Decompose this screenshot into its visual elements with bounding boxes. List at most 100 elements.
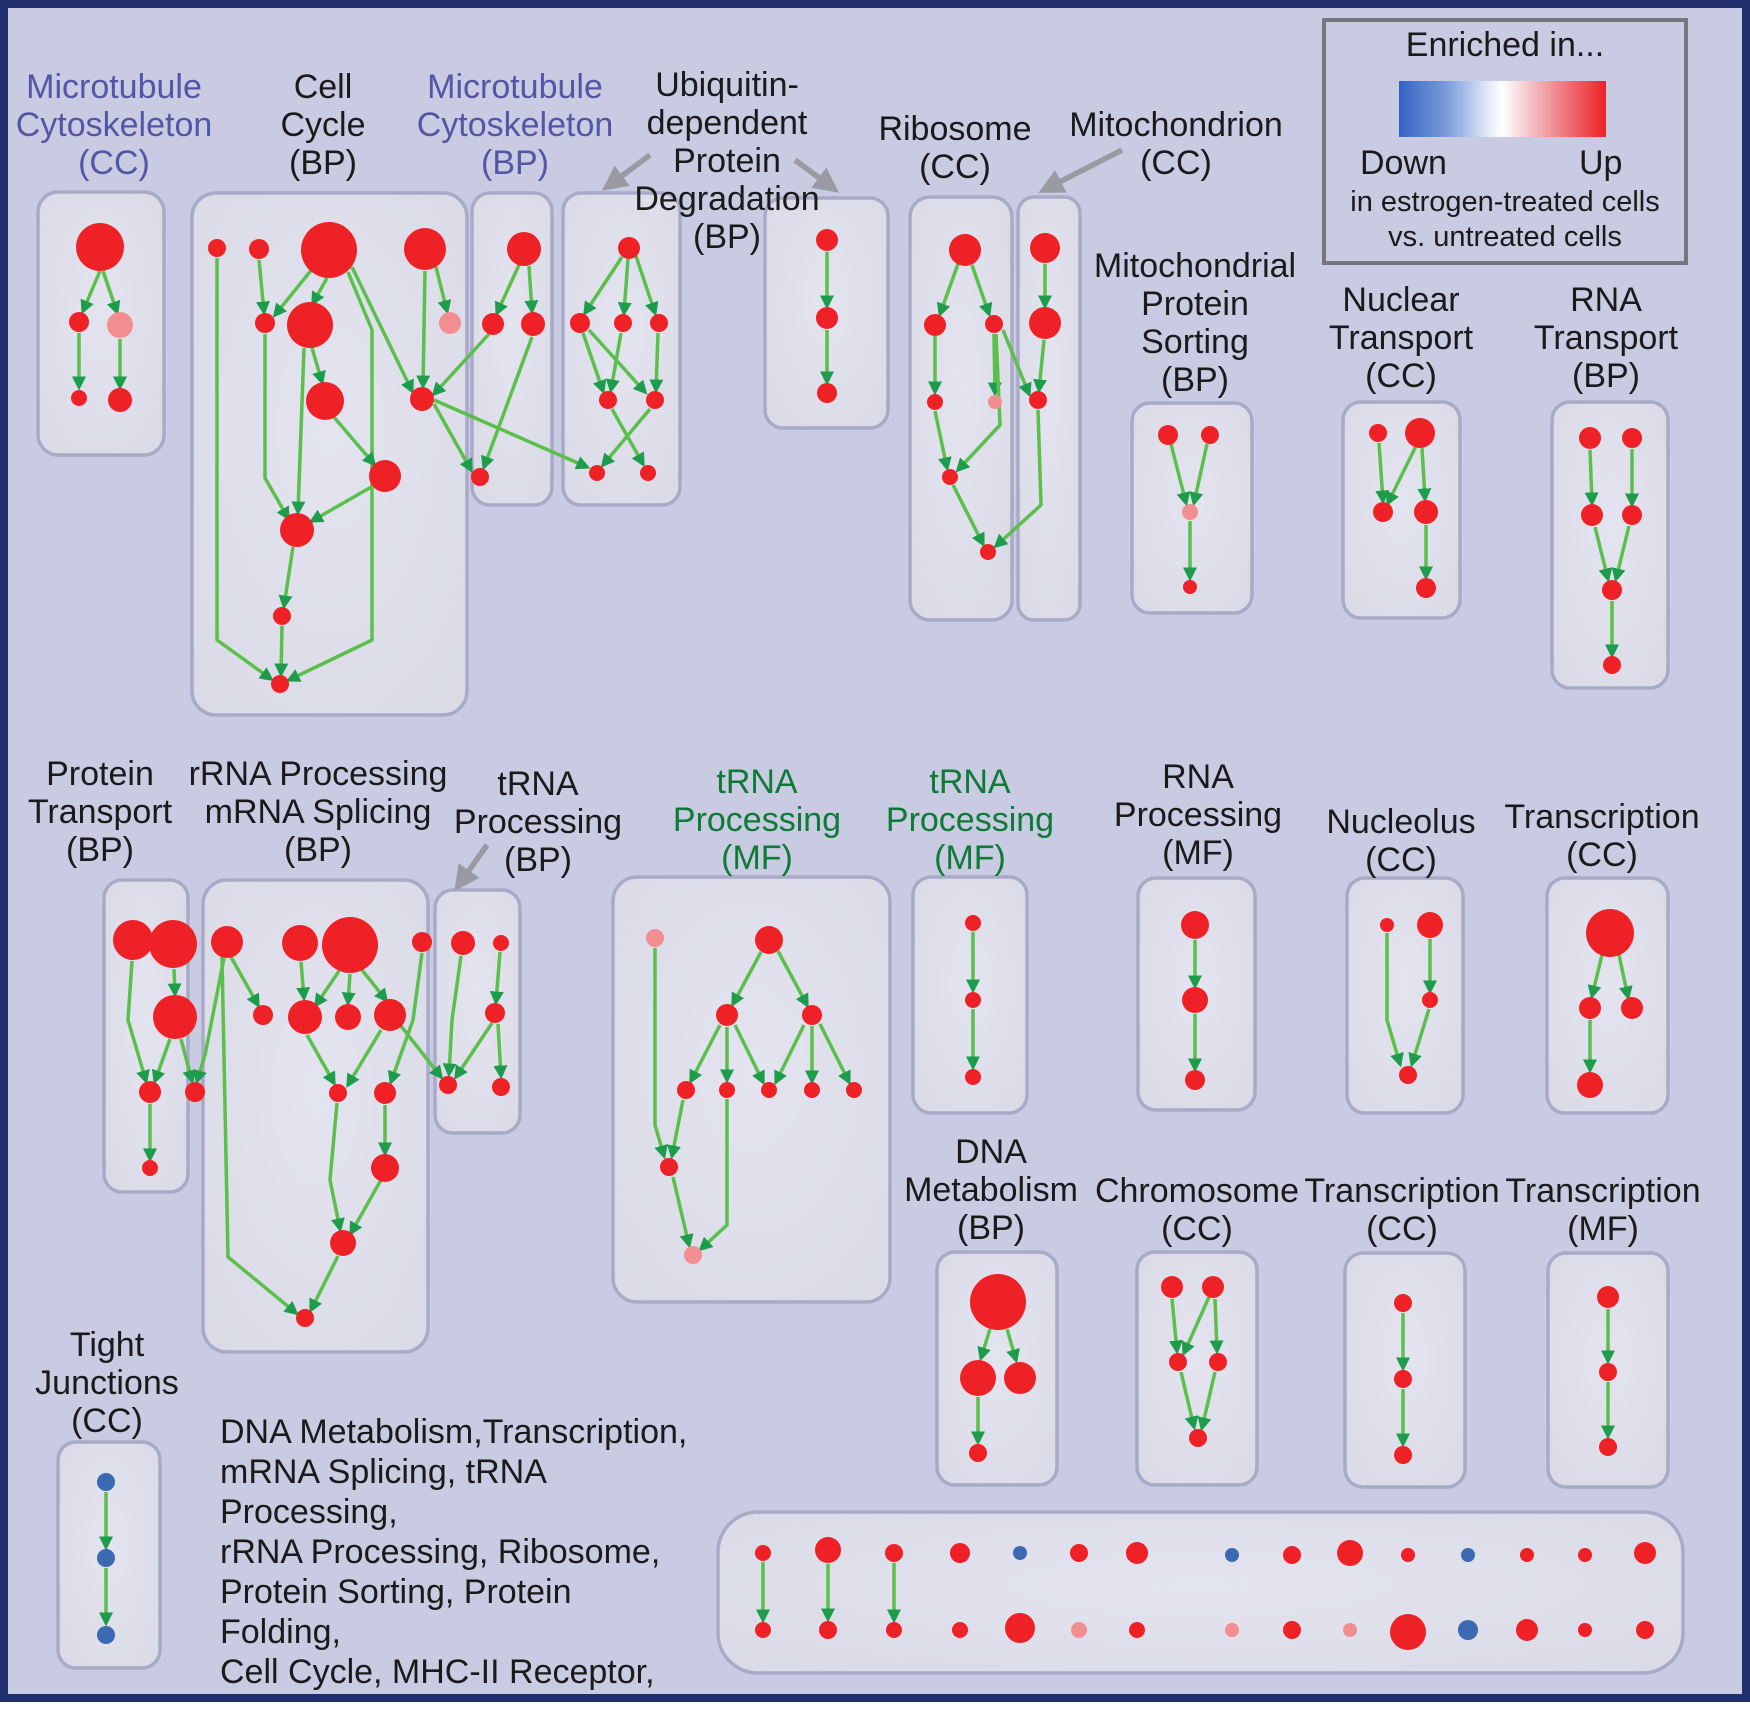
label-protein-transport-bp: Protein Transport (BP) — [27, 755, 173, 869]
node-red — [716, 1004, 738, 1026]
node-pink — [1071, 1622, 1087, 1638]
label-tight-junctions-cc: Tight Junctions (CC) — [35, 1326, 179, 1440]
node-red — [965, 1069, 981, 1085]
edge-arrow — [600, 407, 652, 468]
edge-arrow — [331, 414, 377, 467]
edge-arrow — [634, 255, 659, 317]
annotation-arrow — [601, 152, 652, 191]
node-red — [1599, 1363, 1617, 1381]
edge-arrow — [774, 1024, 806, 1086]
node-red — [719, 1082, 735, 1098]
node-red — [965, 915, 981, 931]
node-red — [816, 229, 838, 251]
node-red — [969, 1444, 987, 1462]
node-red — [1070, 1544, 1088, 1562]
edge-arrow — [215, 258, 274, 682]
cluster-box-microtubule-cytoskeleton-cc — [36, 190, 166, 457]
node-red — [1337, 1540, 1363, 1566]
node-red — [1621, 997, 1643, 1019]
label-microtubule-cytoskeleton-bp: Microtubule Cytoskeleton (BP) — [416, 68, 614, 182]
node-red — [1578, 1623, 1592, 1637]
edge-arrow — [955, 333, 1002, 473]
node-blue — [97, 1473, 115, 1491]
node-red — [1201, 426, 1219, 444]
annotation-arrow — [454, 843, 490, 892]
node-red — [492, 1078, 510, 1096]
edge-arrow — [1385, 933, 1404, 1068]
node-red — [507, 232, 541, 266]
node-red — [650, 314, 668, 332]
edge-arrow — [167, 968, 182, 998]
edge-arrow — [305, 1034, 336, 1087]
node-red — [211, 926, 243, 958]
node-red — [618, 237, 640, 259]
node-red — [886, 1622, 902, 1638]
node-pink — [1343, 1623, 1357, 1637]
node-red — [482, 313, 504, 335]
node-pink — [646, 929, 664, 947]
edge-arrow — [349, 1179, 383, 1237]
node-red — [1380, 918, 1394, 932]
node-red — [1622, 428, 1642, 448]
edge-arrow — [399, 1024, 444, 1080]
edge-arrow — [583, 256, 624, 316]
node-red — [570, 313, 590, 333]
node-red — [640, 465, 656, 481]
edge-arrow — [229, 956, 260, 1009]
label-rrna-processing-mrna-splicing-bp: rRNA Processing mRNA Splicing (BP) — [188, 755, 448, 869]
annotation-arrow — [1038, 147, 1124, 193]
cluster-box-transcription-cc-mid — [1545, 876, 1670, 1115]
legend-box: Enriched in... Down Up in estrogen-treat… — [1322, 18, 1688, 265]
node-red — [646, 391, 664, 409]
node-red — [255, 313, 275, 333]
label-rna-transport-bp: RNA Transport (BP) — [1533, 281, 1679, 395]
edge-arrow — [314, 970, 341, 1008]
node-red — [755, 926, 783, 954]
label-microtubule-cytoskeleton-cc: Microtubule Cytoskeleton (CC) — [15, 68, 213, 182]
edge-arrow — [818, 1023, 851, 1086]
edge-arrow — [1584, 449, 1599, 507]
node-red — [950, 1543, 970, 1563]
edge-arrow — [1593, 526, 1613, 583]
node-red — [1416, 578, 1436, 598]
edge-arrow — [272, 266, 315, 318]
node-red — [1579, 997, 1601, 1019]
node-red — [1161, 1276, 1183, 1298]
node-red — [761, 1082, 777, 1098]
node-red — [153, 995, 197, 1039]
edge-arrow — [524, 265, 539, 315]
node-red — [439, 1076, 457, 1094]
node-red — [296, 1309, 314, 1327]
edge-arrow — [1001, 329, 1032, 398]
label-cell-cycle-bp: Cell Cycle (BP) — [280, 68, 366, 182]
node-red — [885, 1544, 903, 1562]
edge-arrow — [667, 1099, 685, 1160]
node-red — [1283, 1546, 1301, 1564]
edge-arrow — [328, 1102, 345, 1233]
label-ubiquitin-bp: Ubiquitin- dependent Protein Degradation… — [634, 66, 820, 256]
node-red — [306, 382, 344, 420]
edge-arrow — [617, 258, 632, 317]
node-red — [927, 394, 943, 410]
edge-arrow — [489, 951, 504, 1006]
edge-arrow — [387, 952, 424, 1086]
node-red — [802, 1005, 822, 1025]
node-red — [451, 931, 475, 955]
edge-arrow — [1169, 1298, 1183, 1355]
edge-arrow — [442, 955, 463, 1078]
edge-arrow — [776, 950, 809, 1009]
edge-arrow — [495, 264, 521, 317]
edge-arrow — [278, 546, 295, 610]
node-red — [1577, 1072, 1603, 1098]
edge-arrow — [433, 398, 591, 470]
node-red — [412, 932, 432, 952]
edge-arrow — [1033, 339, 1048, 394]
node-red — [599, 391, 617, 409]
label-trna-processing-mf-1: tRNA Processing (MF) — [672, 763, 842, 877]
node-red — [1597, 1286, 1619, 1308]
edge-arrow — [263, 334, 290, 522]
legend-gradient-bar — [1399, 81, 1606, 137]
edge-arrow — [1197, 1371, 1217, 1432]
node-red — [677, 1081, 695, 1099]
node-red — [288, 1000, 322, 1034]
